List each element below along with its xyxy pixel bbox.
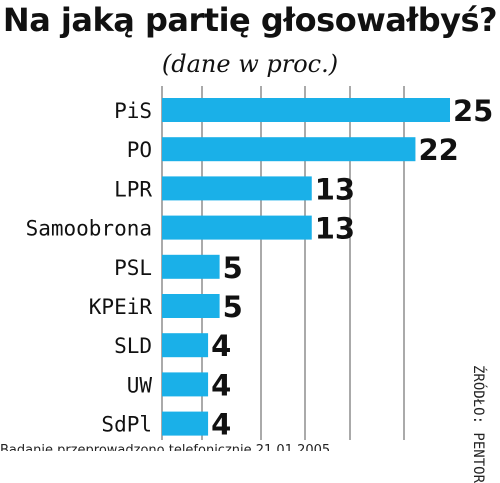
- value-label: 5: [223, 251, 243, 285]
- value-label: 4: [211, 408, 231, 442]
- category-label: SLD: [114, 334, 152, 358]
- bar-kpeir: [162, 294, 220, 318]
- bar-layer: [162, 98, 450, 436]
- category-label: LPR: [114, 177, 152, 201]
- chart-subtitle: (dane w proc.): [161, 50, 339, 78]
- source-label: ŹRÓDŁO: PENTOR: [470, 365, 486, 483]
- category-label: SdPl: [101, 413, 152, 437]
- value-label: 4: [211, 329, 231, 363]
- bar-sdpl: [162, 411, 209, 436]
- bar-chart: PiS 25 PO 22 LPR 13 Samoobrona 13 PSL 5 KPEiR 5 SLD 4…: [26, 86, 494, 442]
- value-label: 13: [315, 212, 355, 246]
- value-label: 13: [315, 172, 355, 206]
- category-label: UW: [127, 373, 153, 397]
- bar-uw: [162, 372, 209, 397]
- chart-title: Na jaką partię głosowałbyś?: [2, 1, 498, 39]
- bar-po: [162, 137, 416, 162]
- value-label: 25: [453, 94, 493, 128]
- bar-sld: [162, 333, 209, 358]
- label-layer: PiS 25 PO 22 LPR 13 Samoobrona 13 PSL 5 KPEiR 5 SLD 4…: [26, 94, 494, 442]
- footnote: Badanie przeprowadzono telefonicznie 21.…: [0, 443, 331, 451]
- bar-samoobrona: [162, 215, 312, 240]
- category-label: PSL: [114, 256, 152, 280]
- category-label: Samoobrona: [26, 217, 152, 241]
- value-label: 4: [211, 368, 231, 402]
- bar-pis: [162, 98, 450, 122]
- category-label: PiS: [114, 99, 152, 123]
- category-label: KPEiR: [89, 295, 153, 319]
- value-label: 5: [223, 290, 243, 324]
- category-label: PO: [127, 138, 152, 162]
- bar-psl: [162, 254, 220, 279]
- value-label: 22: [418, 133, 458, 167]
- bar-lpr: [162, 176, 312, 201]
